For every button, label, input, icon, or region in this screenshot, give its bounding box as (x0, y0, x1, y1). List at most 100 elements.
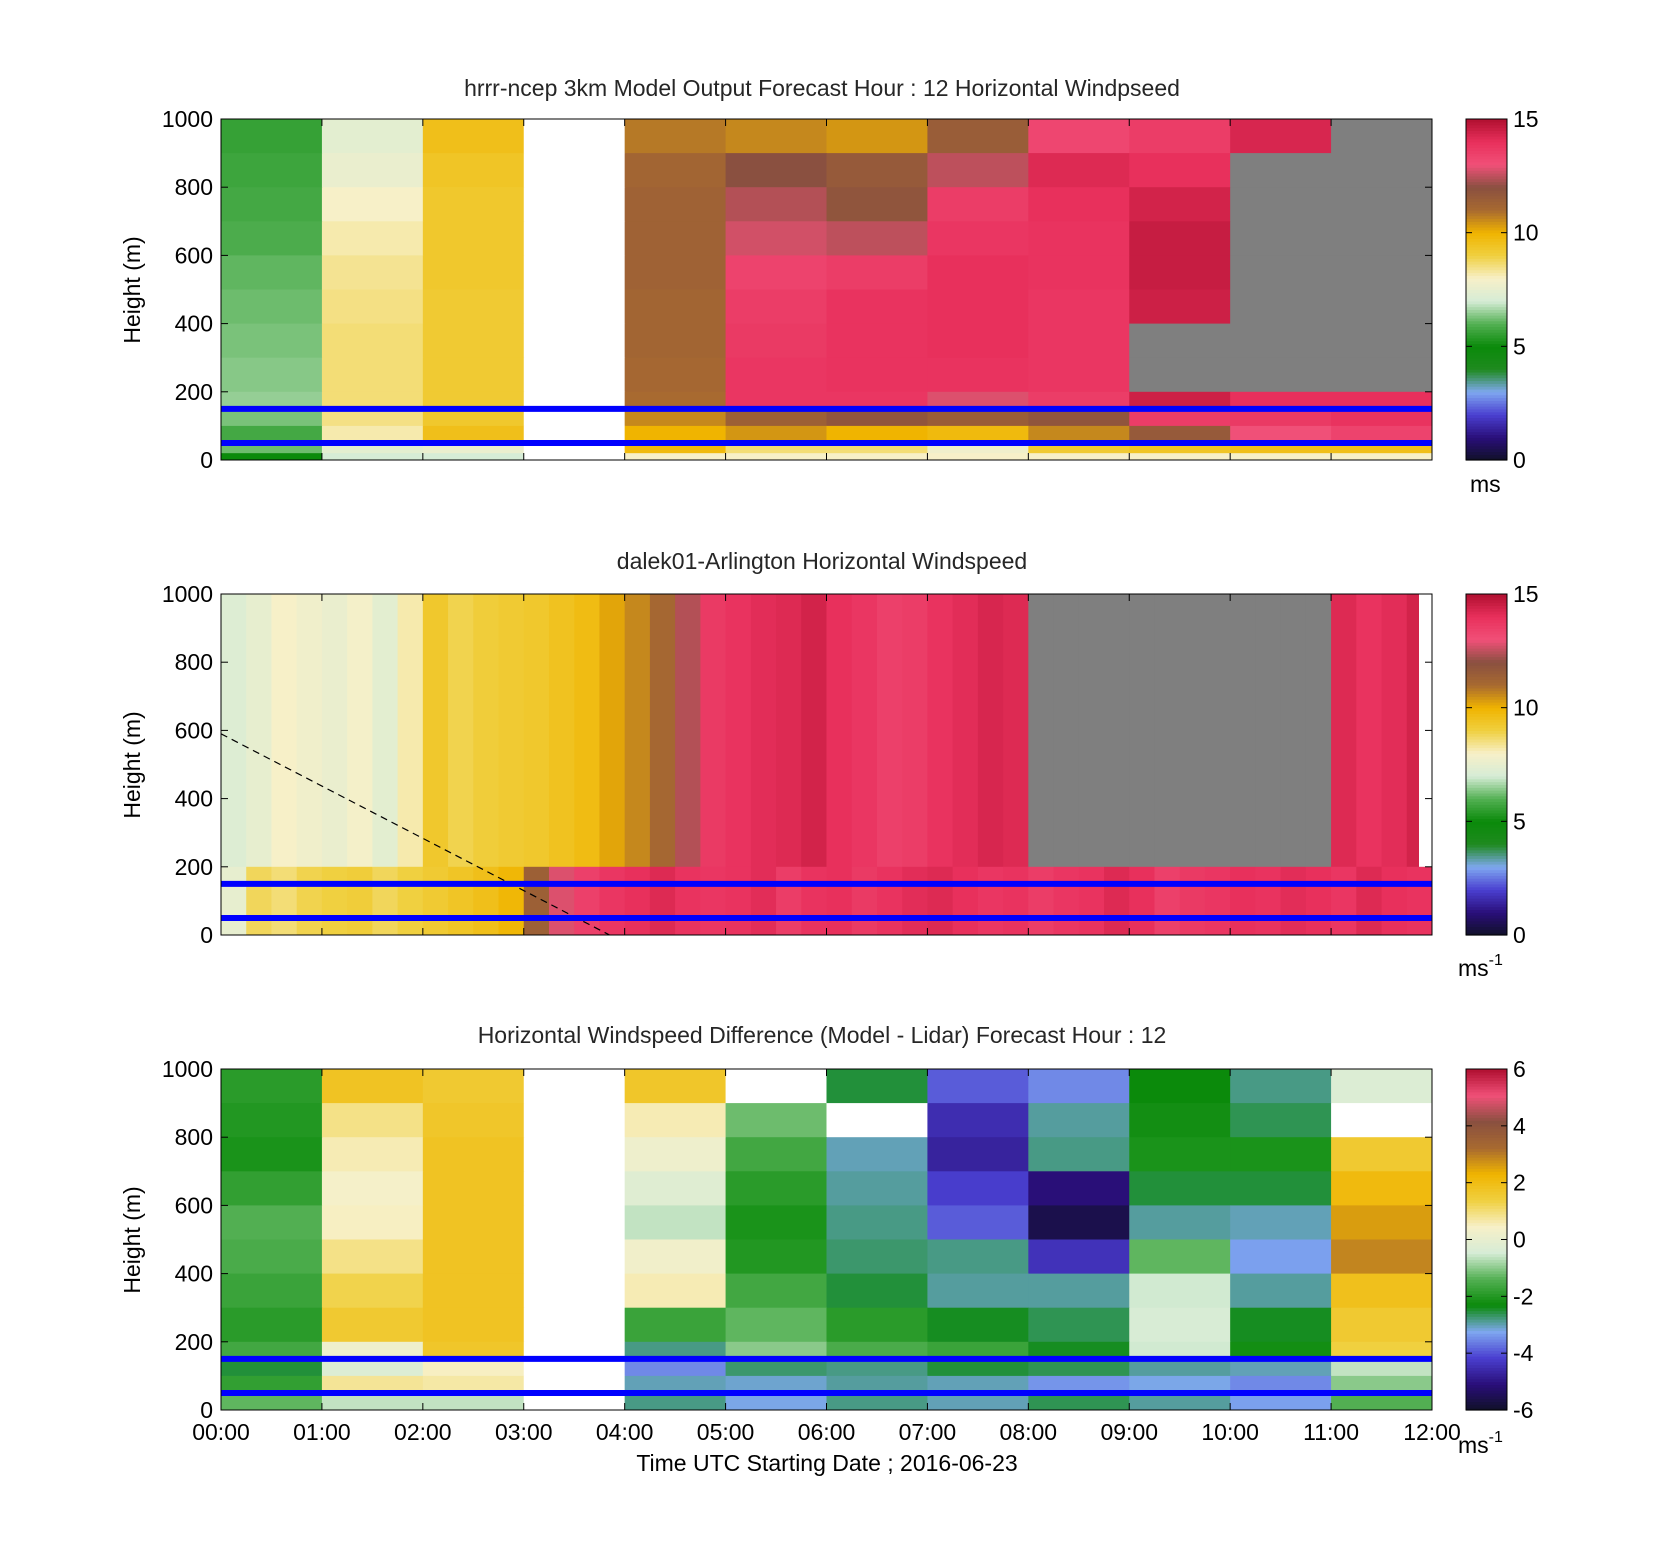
heatmap-cell (523, 153, 626, 188)
heatmap-cell (1331, 1392, 1433, 1411)
heatmap-cell (826, 323, 928, 359)
heatmap-cell (1255, 866, 1282, 935)
colorbar-frame (1465, 118, 1508, 461)
heatmap-cell (246, 866, 272, 935)
heatmap-cell (523, 594, 550, 868)
colorbar-swatch (1466, 1387, 1507, 1391)
heatmap-cell (321, 1273, 424, 1309)
heatmap-cell (1230, 1375, 1332, 1394)
heatmap-cell (1331, 255, 1433, 290)
colorbar-swatch (1466, 881, 1507, 885)
colorbar-swatch (1466, 838, 1507, 842)
heatmap-cell (725, 1358, 827, 1377)
heatmap-cell (1028, 453, 1130, 461)
panel1-reference-lines (221, 405, 1432, 446)
heatmap-cell (296, 594, 323, 868)
heatmap-cell (599, 866, 626, 935)
heatmap-cell (422, 357, 525, 393)
colorbar-swatch (1466, 716, 1507, 720)
heatmap-cell (876, 866, 903, 935)
colorbar-swatch (1466, 1319, 1507, 1323)
heatmap-cell (927, 323, 1029, 359)
heatmap-cell (1230, 1307, 1332, 1343)
colorbar-swatch (1466, 1333, 1507, 1337)
heatmap-cell (624, 1341, 727, 1360)
heatmap-cell (624, 323, 727, 359)
heatmap-cell (927, 408, 1029, 427)
colorbar-swatch (1466, 434, 1507, 438)
heatmap-cell (221, 1307, 323, 1343)
colorbar-swatch (1466, 178, 1507, 183)
heatmap-cell (1028, 1205, 1130, 1240)
colorbar-swatch (1466, 1142, 1507, 1147)
heatmap-cell (1230, 187, 1332, 222)
heatmap-cell (1129, 221, 1231, 256)
colorbar-swatch (1466, 343, 1507, 347)
heatmap-cell (1406, 594, 1419, 868)
heatmap-cell (725, 1069, 827, 1104)
colorbar-swatch (1466, 744, 1507, 749)
heatmap-cell (523, 391, 626, 410)
heatmap-cell (1028, 1171, 1130, 1206)
colorbar-swatch (1466, 1321, 1507, 1326)
colorbar-swatch (1466, 1219, 1507, 1224)
colorbar-swatch (1466, 679, 1507, 683)
x-tick-label: 05:00 (697, 1419, 755, 1445)
colorbar-swatch (1466, 611, 1507, 615)
heatmap-cell (927, 866, 954, 935)
heatmap-cell (624, 255, 727, 290)
heatmap-cell (1230, 1273, 1332, 1309)
colorbar-swatch (1466, 1108, 1507, 1113)
colorbar-swatch (1466, 790, 1507, 794)
y-tick-label: 600 (175, 717, 213, 743)
colorbar-swatch (1466, 1384, 1507, 1388)
colorbar-swatch (1466, 332, 1507, 336)
colorbar-swatch (1466, 633, 1507, 638)
colorbar-swatch (1466, 1392, 1507, 1397)
colorbar-swatch (1466, 1259, 1507, 1263)
colorbar-swatch (1466, 201, 1507, 205)
heatmap-cell (952, 594, 979, 868)
heatmap-cell (826, 391, 928, 410)
colorbar-swatch (1466, 1398, 1507, 1403)
heatmap-cell (826, 1341, 928, 1360)
heatmap-cell (422, 1239, 525, 1275)
x-tick-label: 08:00 (1000, 1419, 1058, 1445)
x-tick-label: 07:00 (899, 1419, 957, 1445)
heatmap-cell (624, 119, 727, 154)
colorbar-swatch (1466, 198, 1507, 203)
heatmap-cell (422, 442, 525, 454)
heatmap-cell (1230, 425, 1332, 444)
heatmap-cell (1129, 1239, 1231, 1275)
heatmap-cell (321, 866, 348, 935)
colorbar-swatch (1466, 275, 1507, 279)
heatmap-cell (221, 1205, 323, 1240)
heatmap-cell (422, 594, 449, 868)
colorbar-swatch (1466, 209, 1507, 214)
colorbar-swatch (1466, 869, 1507, 874)
colorbar-swatch (1466, 747, 1507, 751)
heatmap-cell (523, 1273, 626, 1309)
heatmap-cell (624, 187, 727, 222)
heatmap-cell (927, 453, 1029, 461)
y-tick-label: 800 (175, 174, 213, 200)
heatmap-cell (574, 866, 600, 935)
heatmap-cell (725, 408, 827, 427)
heatmap-cell (826, 1273, 928, 1309)
colorbar-swatch (1466, 1370, 1507, 1374)
colorbar-swatch (1466, 1310, 1507, 1314)
heatmap-cell (1230, 453, 1332, 461)
colorbar-swatch (1466, 150, 1507, 154)
colorbar-swatch (1466, 1390, 1507, 1394)
colorbar-swatch (1466, 195, 1507, 200)
colorbar-swatch (1466, 827, 1507, 831)
heatmap-cell (624, 442, 727, 454)
colorbar-swatch (1466, 1120, 1507, 1124)
heatmap-cell (1028, 187, 1130, 222)
colorbar-swatch (1466, 818, 1507, 822)
heatmap-cell (1028, 1103, 1130, 1138)
heatmap-cell (1230, 153, 1332, 188)
heatmap-cell (927, 187, 1029, 222)
colorbar-swatch (1466, 619, 1507, 624)
heatmap-cell (1053, 866, 1080, 935)
